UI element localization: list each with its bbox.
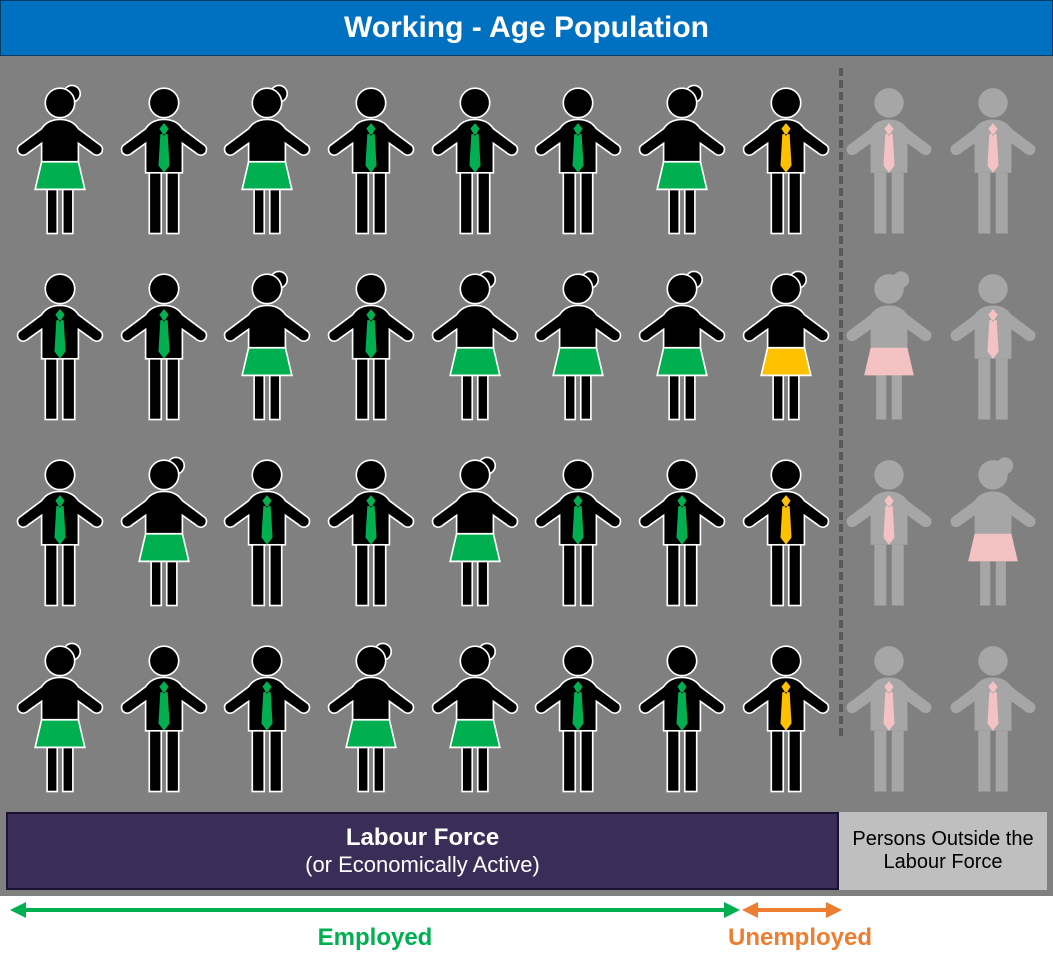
- person-m-emp: [321, 442, 421, 620]
- person-f-emp: [10, 628, 110, 806]
- person-f-emp: [217, 70, 317, 248]
- person-m-out: [840, 70, 940, 248]
- employed-arrow: [10, 898, 740, 922]
- person-m-emp: [321, 70, 421, 248]
- title-bar: Working - Age Population: [0, 0, 1053, 56]
- people-grid-area: [0, 56, 1053, 806]
- arrow-row: Employed Unemployed: [0, 894, 1053, 960]
- person-m-emp: [10, 256, 110, 434]
- labour-force-box: Labour Force (or Economically Active): [6, 812, 839, 890]
- outside-labour-force-box: Persons Outside the Labour Force: [839, 812, 1047, 890]
- person-m-out: [943, 256, 1043, 434]
- person-f-une: [736, 256, 836, 434]
- person-m-out: [840, 628, 940, 806]
- outside-labour-force-text: Persons Outside the Labour Force: [843, 828, 1043, 874]
- person-m-emp: [217, 628, 317, 806]
- labour-force-title: Labour Force: [14, 824, 831, 852]
- unemployed-arrow: [742, 898, 842, 922]
- category-boxes-row: Labour Force (or Economically Active) Pe…: [6, 812, 1047, 890]
- person-m-emp: [528, 442, 628, 620]
- person-m-emp: [114, 628, 214, 806]
- person-m-emp: [425, 70, 525, 248]
- person-f-emp: [10, 70, 110, 248]
- labour-force-subtitle: (or Economically Active): [14, 852, 831, 878]
- person-m-emp: [10, 442, 110, 620]
- person-m-emp: [114, 70, 214, 248]
- person-m-emp: [321, 256, 421, 434]
- person-m-emp: [528, 70, 628, 248]
- person-m-une: [736, 628, 836, 806]
- person-m-emp: [632, 628, 732, 806]
- person-m-out: [840, 442, 940, 620]
- person-m-une: [736, 442, 836, 620]
- person-m-emp: [528, 628, 628, 806]
- employed-label: Employed: [10, 924, 740, 952]
- infographic-container: Working - Age Population: [0, 0, 1053, 896]
- person-m-emp: [114, 256, 214, 434]
- person-f-out: [840, 256, 940, 434]
- person-f-emp: [528, 256, 628, 434]
- person-f-emp: [632, 70, 732, 248]
- person-m-out: [943, 628, 1043, 806]
- person-m-out: [943, 70, 1043, 248]
- title-text: Working - Age Population: [344, 11, 709, 44]
- person-m-une: [736, 70, 836, 248]
- person-f-emp: [114, 442, 214, 620]
- unemployed-label: Unemployed: [720, 924, 880, 952]
- person-f-emp: [217, 256, 317, 434]
- person-f-emp: [632, 256, 732, 434]
- person-f-out: [943, 442, 1043, 620]
- person-m-emp: [632, 442, 732, 620]
- person-m-emp: [217, 442, 317, 620]
- person-f-emp: [425, 256, 525, 434]
- people-grid: [10, 70, 1043, 806]
- person-f-emp: [321, 628, 421, 806]
- person-f-emp: [425, 628, 525, 806]
- person-f-emp: [425, 442, 525, 620]
- labour-force-divider: [839, 68, 843, 736]
